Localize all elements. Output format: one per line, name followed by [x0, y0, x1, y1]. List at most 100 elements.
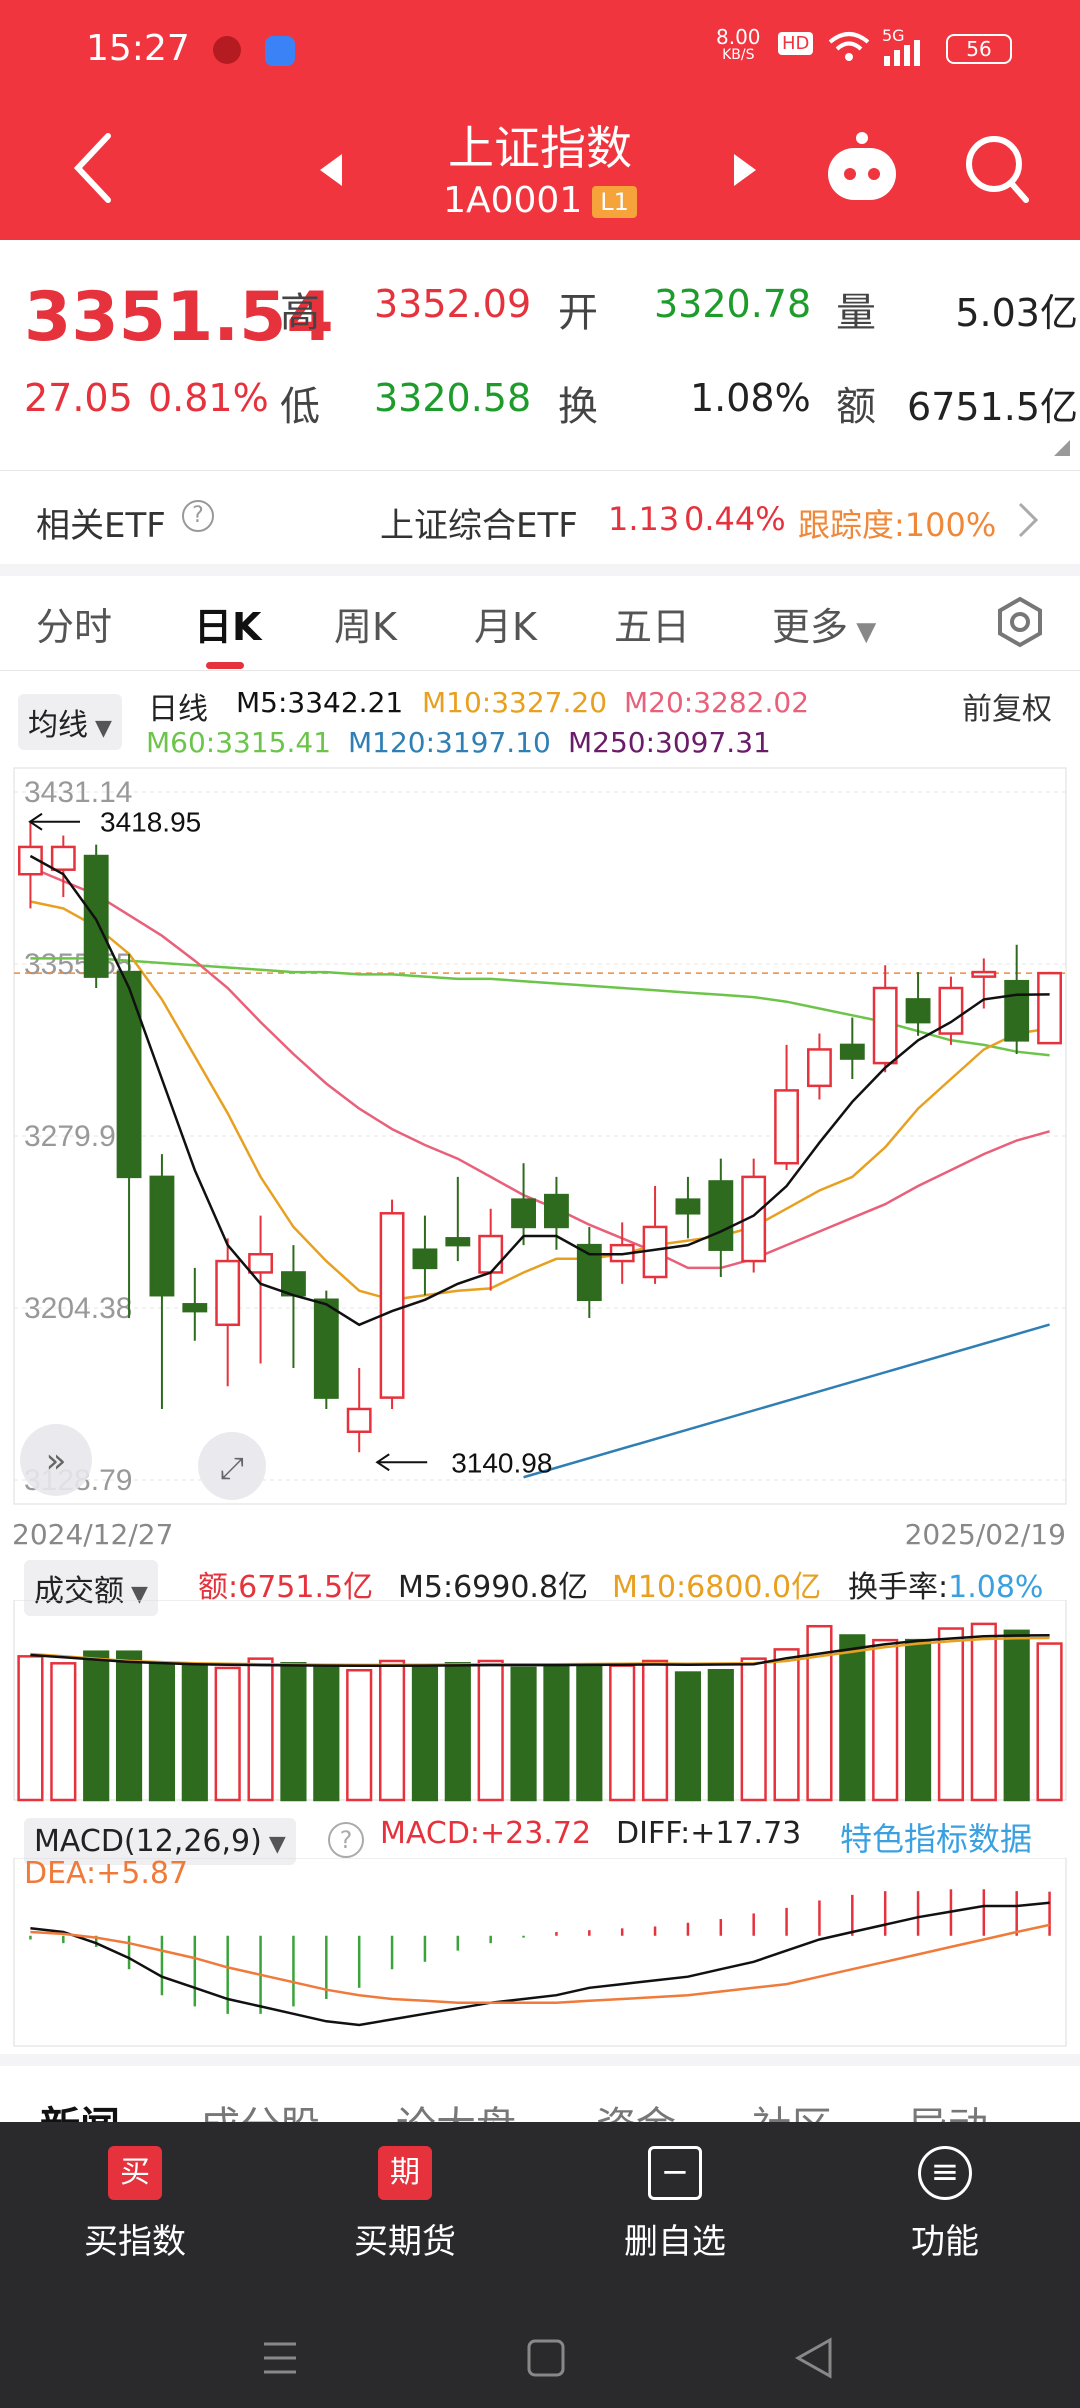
- dea-line: [30, 1923, 1050, 2004]
- caret-down-icon: ▼: [261, 1832, 286, 1857]
- tab-movement[interactable]: 异动: [908, 2094, 988, 2122]
- search-icon[interactable]: [962, 132, 1032, 206]
- turnover-bar-down: [576, 1664, 603, 1802]
- turnover-bar-up: [378, 1659, 406, 1802]
- tab-five-day[interactable]: 五日: [614, 605, 691, 649]
- network-type: 5G: [882, 26, 905, 45]
- open-label: 开: [558, 290, 598, 336]
- functions-button[interactable]: ≡ 功能: [810, 2146, 1080, 2263]
- remove-watchlist-button[interactable]: − 删自选: [540, 2146, 810, 2263]
- collapse-button: [20, 1424, 92, 1496]
- turnover-bar-up: [970, 1622, 997, 1802]
- prev-stock-icon[interactable]: [316, 150, 346, 190]
- low-value: 3320.58: [374, 376, 532, 420]
- ma5-value: M5:3342.21: [236, 686, 404, 719]
- turnover-bar-up: [641, 1659, 669, 1802]
- candle-down: [675, 1198, 701, 1215]
- chart-frame: [13, 767, 1067, 1505]
- volume-label: 量: [836, 290, 876, 336]
- turnover-value: 1.08%: [690, 376, 811, 420]
- turnover-bar-down: [83, 1650, 110, 1802]
- back-icon[interactable]: [68, 128, 118, 208]
- buy-icon: 买: [108, 2146, 162, 2200]
- next-stock-icon[interactable]: [730, 150, 760, 190]
- turnover-chart[interactable]: [0, 1600, 1080, 1802]
- wifi-icon: [828, 32, 870, 61]
- kline-chart[interactable]: 3431.143355.553279.973204.383128.793418.…: [0, 760, 1080, 1520]
- current-price: 3351.54: [24, 278, 334, 357]
- tab-more[interactable]: 更多 ▼: [772, 605, 877, 649]
- macd-value: MACD:+23.72: [380, 1816, 592, 1851]
- turnover-selector[interactable]: 成交额 ▼: [24, 1560, 158, 1616]
- turnover-bar-down: [444, 1662, 471, 1802]
- buy-futures-button[interactable]: 期 买期货: [270, 2146, 540, 2263]
- diff-line: [30, 1901, 1050, 2027]
- tab-constituents[interactable]: 成分股: [200, 2094, 320, 2122]
- macd-chart[interactable]: [0, 1858, 1080, 2048]
- etf-name[interactable]: 上证综合ETF: [380, 506, 578, 546]
- macd-special-link[interactable]: 特色指标数据: [840, 1820, 1033, 1858]
- candle-down: [445, 1237, 471, 1247]
- ma-selector[interactable]: 均线 ▼: [18, 694, 122, 750]
- turnover-ma5-line: [30, 1633, 1050, 1668]
- turnover-bar-up: [806, 1624, 833, 1802]
- caret-down-icon: ▼: [848, 617, 877, 647]
- settings-hexagon-icon[interactable]: [994, 596, 1046, 648]
- ma250-value: M250:3097.31: [568, 726, 771, 759]
- tab-funds[interactable]: 资金: [596, 2094, 676, 2122]
- system-back-icon[interactable]: [794, 2336, 834, 2380]
- candle-up: [50, 845, 76, 871]
- etf-label: 相关ETF: [36, 506, 166, 546]
- turnover-bar-down: [510, 1666, 537, 1802]
- macd-selector[interactable]: MACD(12,26,9) ▼: [24, 1818, 296, 1865]
- help-icon[interactable]: ?: [328, 1822, 364, 1858]
- y-tick-label: 3355.55: [24, 948, 132, 981]
- turnover-bar-down: [181, 1664, 208, 1802]
- ma60-value: M60:3315.41: [146, 726, 332, 759]
- expand-icon: ⤢: [220, 1451, 244, 1486]
- chevron-right-icon[interactable]: [1016, 500, 1040, 540]
- ma120-line: [523, 1323, 1050, 1479]
- buy-index-button[interactable]: 买 买指数: [0, 2146, 270, 2263]
- net-speed: 8.00 KB/S: [716, 25, 761, 63]
- candle-down: [544, 1193, 569, 1229]
- turnover-rate: 换手率:1.08%: [848, 1570, 1044, 1605]
- candle-up: [379, 1212, 405, 1399]
- y-tick-label: 3279.97: [24, 1120, 132, 1153]
- turnover-bar-up: [872, 1638, 899, 1802]
- low-arrow-head: [375, 1453, 390, 1472]
- turnover-bar-up: [1036, 1642, 1063, 1802]
- system-menu-icon[interactable]: [262, 2338, 298, 2378]
- low-annotation: 3140.98: [451, 1447, 552, 1478]
- tab-daily-k[interactable]: 日K: [194, 605, 262, 649]
- system-home-icon[interactable]: [526, 2338, 566, 2378]
- caret-down-icon: ▼: [124, 1582, 148, 1607]
- ma-period: 日线: [148, 692, 208, 727]
- robot-assistant-icon[interactable]: [822, 130, 902, 206]
- turnover-bar-up: [937, 1627, 965, 1802]
- candle-up: [478, 1234, 504, 1274]
- ma10-line: [30, 900, 1050, 1302]
- dea-value: DEA:+5.87: [24, 1856, 189, 1891]
- tab-community[interactable]: 社区: [752, 2094, 832, 2122]
- candle-down: [905, 998, 931, 1024]
- tab-weekly-k[interactable]: 周K: [334, 605, 397, 649]
- turnover-bar-down: [313, 1664, 340, 1802]
- tab-intraday[interactable]: 分时: [36, 605, 113, 649]
- tab-monthly-k[interactable]: 月K: [474, 605, 537, 649]
- chart-end-date: 2025/02/19: [904, 1518, 1066, 1551]
- high-arrow-head: [28, 812, 43, 831]
- tab-market-talk[interactable]: 论大盘: [396, 2094, 516, 2122]
- price-change-pct: 0.81%: [148, 376, 269, 420]
- amount-label: 额: [836, 384, 876, 430]
- candle-up: [248, 1252, 273, 1274]
- turnover-bar-down: [904, 1638, 932, 1802]
- macd-frame: [13, 1858, 1067, 2047]
- candle-down: [839, 1043, 865, 1060]
- expand-corner-icon[interactable]: [1052, 438, 1072, 458]
- tab-news[interactable]: 新闻: [40, 2094, 120, 2122]
- turnover-bar-up: [50, 1662, 77, 1802]
- help-icon[interactable]: ?: [182, 500, 214, 532]
- adjust-mode[interactable]: 前复权: [962, 692, 1052, 727]
- turnover-bar-down: [115, 1650, 143, 1802]
